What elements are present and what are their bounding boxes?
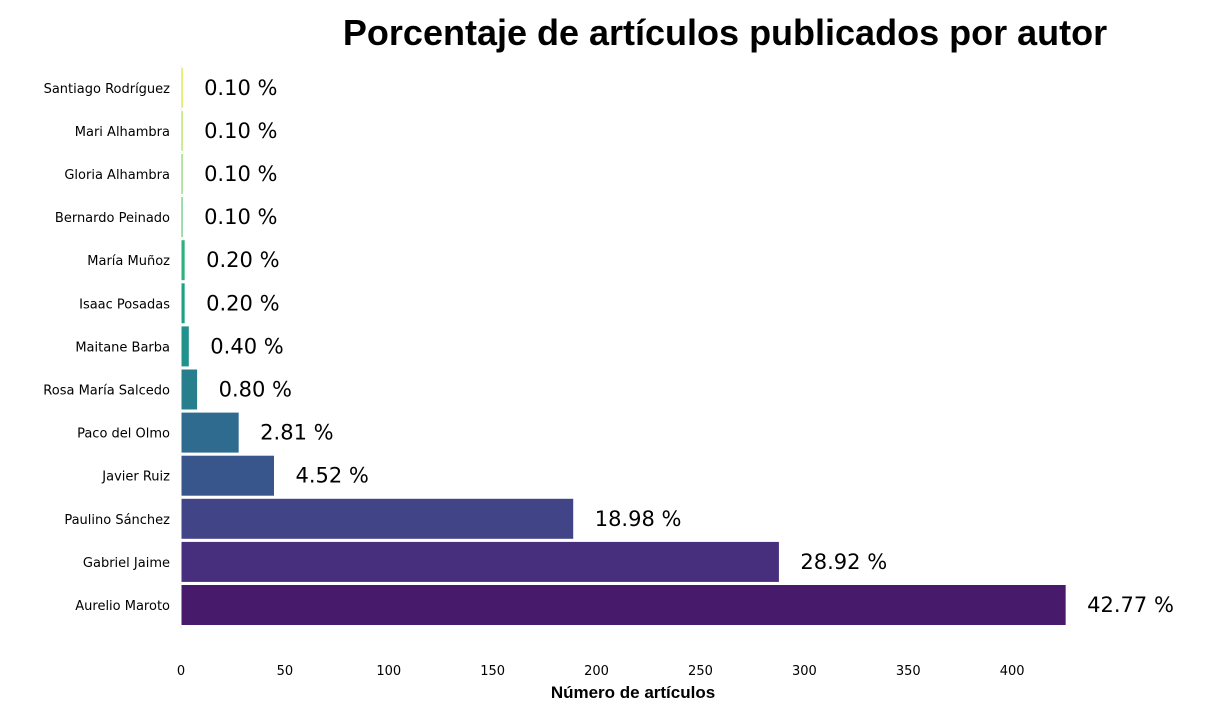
x-tick-label: 400 (1000, 664, 1025, 679)
category-label: Javier Ruiz (101, 470, 170, 485)
data-label: 0.10 % (204, 76, 277, 100)
bars-group (180, 66, 1067, 626)
category-label: Isaac Posadas (79, 297, 170, 312)
bar (180, 497, 575, 540)
category-label: Maitane Barba (75, 340, 170, 355)
category-label: Gloria Alhambra (64, 168, 170, 183)
x-axis-ticks: 0 50 100 150 200 250 300 350 400 (177, 664, 1025, 679)
category-label: Paulino Sánchez (64, 513, 170, 528)
bar (180, 66, 184, 109)
data-label: 0.80 % (219, 378, 292, 402)
chart-title: Porcentaje de artículos publicados por a… (343, 12, 1107, 53)
category-labels: Aurelio Maroto Gabriel Jaime Paulino Sánch… (43, 82, 170, 614)
category-label: Rosa María Salcedo (43, 384, 170, 399)
data-label: 0.10 % (204, 205, 277, 229)
data-label: 42.77 % (1087, 593, 1174, 617)
category-label: Aurelio Maroto (75, 599, 170, 614)
x-tick-label: 200 (584, 664, 609, 679)
bar (180, 584, 1067, 626)
data-label: 2.81 % (260, 421, 333, 445)
bar (180, 368, 199, 411)
category-label: María Muñoz (87, 254, 170, 269)
bar (180, 109, 184, 152)
data-label: 4.52 % (296, 464, 369, 488)
data-labels: 42.77 % 28.92 % 18.98 % 4.52 % 2.81 % 0.80 % 0… (204, 76, 1174, 617)
data-label: 0.20 % (206, 291, 279, 315)
bar (180, 239, 186, 282)
data-label: 28.92 % (800, 550, 887, 574)
x-tick-label: 350 (896, 664, 921, 679)
bar (180, 540, 780, 583)
bar (180, 411, 240, 454)
data-label: 0.20 % (206, 248, 279, 272)
x-axis-label: Número de artículos (551, 683, 715, 702)
x-tick-label: 0 (177, 664, 185, 679)
x-tick-label: 150 (480, 664, 505, 679)
x-tick-label: 100 (376, 664, 401, 679)
category-label: Mari Alhambra (75, 125, 170, 140)
category-label: Santiago Rodríguez (44, 82, 171, 97)
x-tick-label: 300 (792, 664, 817, 679)
bar (180, 196, 184, 239)
x-tick-label: 250 (688, 664, 713, 679)
bar (180, 153, 184, 195)
data-label: 0.40 % (210, 334, 283, 358)
x-tick-label: 50 (277, 664, 294, 679)
bar (180, 282, 186, 325)
data-label: 0.10 % (204, 119, 277, 143)
category-label: Bernardo Peinado (55, 211, 170, 226)
data-label: 18.98 % (595, 507, 682, 531)
category-label: Paco del Olmo (77, 427, 170, 442)
bar (180, 325, 190, 368)
bar (180, 454, 276, 497)
data-label: 0.10 % (204, 162, 277, 186)
category-label: Gabriel Jaime (83, 556, 170, 571)
